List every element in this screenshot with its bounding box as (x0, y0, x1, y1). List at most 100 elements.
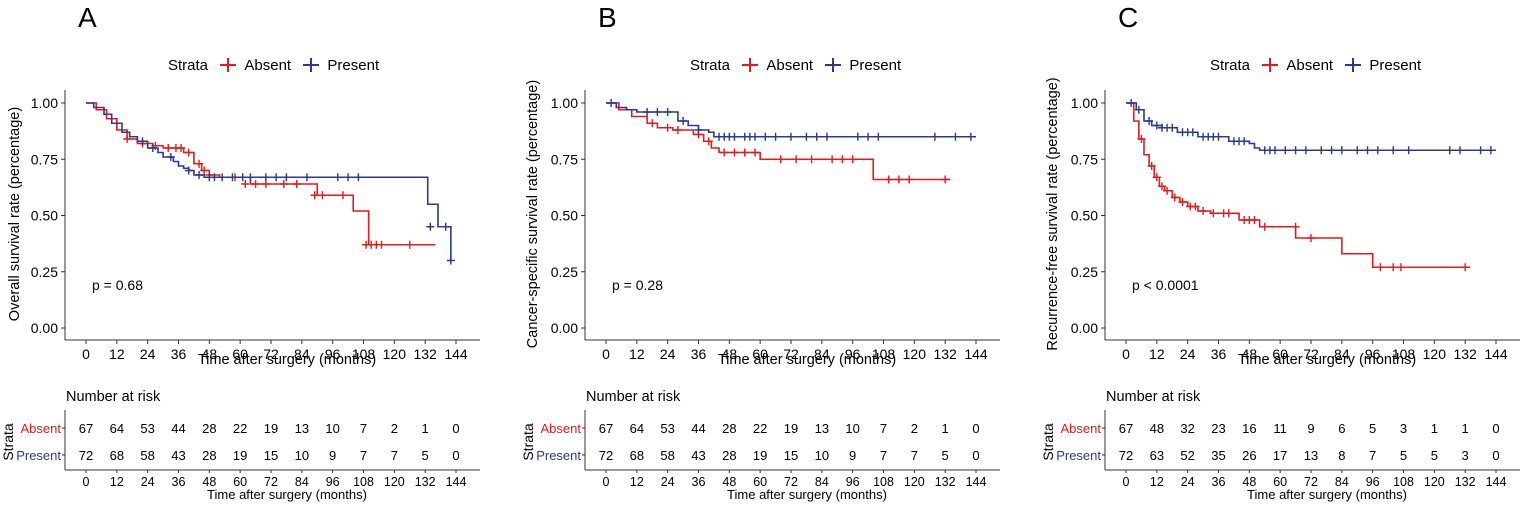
censor-mark-present (874, 132, 883, 141)
risk-cell: 68 (110, 448, 124, 463)
y-tick-label: 1.00 (31, 95, 58, 111)
x-axis-label: Time after surgery (months) (197, 352, 377, 368)
x-tick-label: 0 (82, 346, 90, 362)
risk-cell: 22 (753, 421, 767, 436)
censor-mark-present (1152, 121, 1161, 130)
p-value: p = 0.68 (92, 277, 143, 293)
risk-cell: 53 (660, 421, 674, 436)
censor-mark-absent (1250, 216, 1259, 224)
risk-cell: 48 (1150, 421, 1164, 436)
censor-mark-absent (1147, 162, 1156, 170)
x-tick-label: 36 (1211, 346, 1227, 362)
legend-present-swatch (825, 58, 842, 73)
y-tick-label: 0.50 (551, 208, 578, 224)
censor-mark-present (1271, 146, 1280, 155)
x-axis-label: Time after surgery (months) (1237, 352, 1417, 368)
risk-table-title: Number at risk (1106, 389, 1201, 405)
x-tick-label: 12 (1149, 346, 1165, 362)
censor-mark-present (302, 173, 311, 182)
risk-row-label-absent: Absent (21, 421, 62, 436)
risk-row-label-absent: Absent (541, 421, 582, 436)
censor-mark-present (1327, 146, 1336, 155)
panel-a: A Strata Absent Present Overall survival… (0, 0, 512, 507)
legend-title: Strata (1210, 56, 1251, 74)
risk-x-tick-label: 120 (904, 475, 925, 489)
risk-cell: 9 (329, 448, 336, 463)
risk-cell: 1 (1462, 421, 1469, 436)
risk-x-tick-label: 120 (1424, 475, 1445, 489)
risk-cell: 52 (1180, 448, 1194, 463)
legend: Strata Absent Present (1210, 56, 1421, 74)
risk-row-label-present: Present (16, 448, 61, 463)
censor-mark-absent (905, 175, 914, 184)
risk-cell: 13 (1304, 448, 1318, 463)
risk-x-tick-label: 24 (141, 475, 155, 489)
y-tick-label: 0.25 (551, 264, 578, 280)
y-tick-label: 0.50 (1071, 208, 1098, 224)
km-plot: 0.000.250.500.751.000 12 24 36 48 60 72 84 96 108… (520, 90, 1000, 489)
censor-mark-present (1145, 117, 1154, 125)
risk-cell: 72 (1119, 448, 1133, 463)
risk-cell: 64 (630, 421, 644, 436)
risk-x-tick-label: 72 (1304, 475, 1318, 489)
km-curve-present (86, 102, 452, 261)
x-tick-label: 96 (1365, 346, 1381, 362)
censor-mark-present (1404, 146, 1413, 155)
x-tick-label: 132 (413, 346, 437, 362)
censor-mark-present (246, 173, 255, 182)
censor-mark-present (1281, 146, 1290, 155)
risk-cell: 15 (784, 448, 798, 463)
censor-mark-absent (184, 148, 193, 157)
censor-mark-absent (1191, 202, 1200, 211)
panel-b: B Strata Absent Present Cancer-specific … (520, 0, 1032, 507)
risk-cell: 67 (1119, 421, 1133, 436)
risk-x-tick-label: 48 (202, 475, 216, 489)
censor-mark-absent (123, 135, 132, 143)
censor-mark-present (822, 132, 831, 141)
risk-cell: 5 (942, 448, 949, 463)
censor-mark-absent (1152, 173, 1161, 182)
legend-present-label: Present (849, 56, 902, 74)
censor-mark-present (1486, 146, 1495, 155)
risk-cell: 67 (599, 421, 613, 436)
risk-x-tick-label: 84 (1335, 475, 1349, 489)
censor-mark-absent (292, 180, 301, 188)
censor-mark-absent (1137, 135, 1146, 143)
censor-mark-absent (1209, 209, 1218, 218)
censor-mark-present (1240, 137, 1249, 146)
risk-x-tick-label: 108 (1393, 475, 1414, 489)
risk-cell: 7 (391, 448, 398, 463)
x-tick-label: 48 (722, 346, 738, 362)
risk-cell: 64 (110, 421, 124, 436)
risk-x-tick-label: 84 (295, 475, 309, 489)
risk-table-title: Number at risk (66, 389, 161, 405)
x-tick-label: 12 (109, 346, 125, 362)
risk-cell: 3 (1462, 448, 1469, 463)
risk-cell: 8 (1338, 448, 1345, 463)
censor-mark-absent (1163, 186, 1172, 195)
risk-cell: 7 (880, 448, 887, 463)
censor-mark-absent (751, 148, 760, 157)
censor-mark-present (663, 108, 672, 116)
censor-mark-present (446, 256, 455, 265)
risk-x-tick-label: 48 (1242, 475, 1256, 489)
risk-cell: 28 (722, 421, 736, 436)
risk-cell: 0 (972, 448, 979, 463)
censor-mark-present (166, 153, 175, 161)
censor-mark-absent (318, 191, 327, 200)
censor-mark-present (1389, 146, 1398, 155)
censor-mark-present (354, 173, 363, 182)
censor-mark-absent (1178, 198, 1187, 206)
censor-mark-present (228, 173, 237, 182)
x-tick-label: 48 (202, 346, 218, 362)
censor-mark-present (195, 171, 204, 179)
censor-mark-present (643, 108, 652, 116)
censor-mark-present (1445, 146, 1454, 155)
risk-cell: 7 (360, 448, 367, 463)
risk-cell: 35 (1211, 448, 1225, 463)
risk-x-tick-label: 120 (384, 475, 405, 489)
risk-x-tick-label: 12 (110, 475, 124, 489)
x-tick-label: 120 (903, 346, 927, 362)
risk-x-tick-label: 24 (1181, 475, 1195, 489)
risk-row-label-absent: Absent (1061, 421, 1102, 436)
